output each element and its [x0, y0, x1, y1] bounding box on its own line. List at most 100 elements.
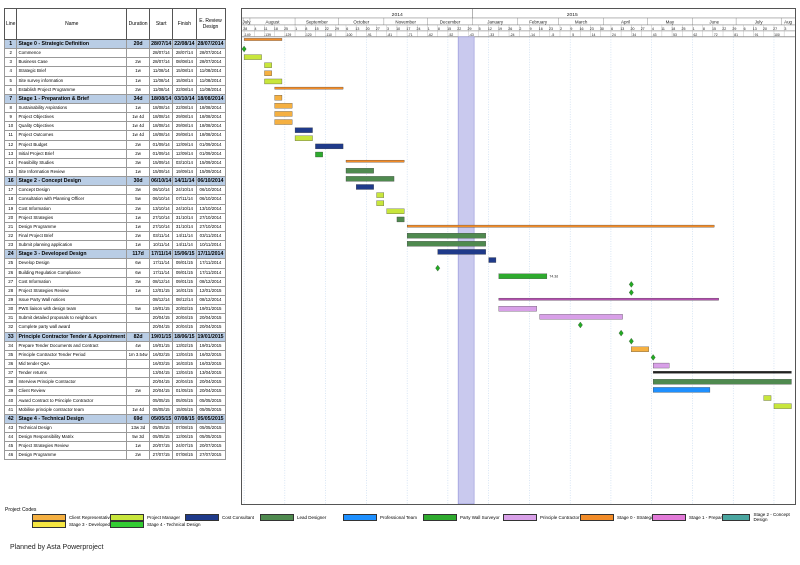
- day-tick-label: 29: [732, 27, 736, 31]
- cell-line: 21: [3, 221, 18, 232]
- task-row[interactable]: 23 Submit planning application 1w 10/11/14 1…: [3, 240, 226, 251]
- legend-item: Lead Designer: [260, 513, 326, 521]
- cell-finish: 12/09/14: [172, 148, 197, 159]
- cell-duration: 5w: [126, 194, 151, 205]
- task-row[interactable]: 14 Feasibility Studies 3w 15/09/14 03/10/14 1…: [3, 157, 226, 168]
- task-bar: [498, 306, 537, 312]
- task-row[interactable]: 13 Initial Project Brief 2w 01/09/14 12/09/1…: [3, 148, 226, 159]
- task-row[interactable]: 15 Site Information Review 1w 15/09/14 19/09…: [3, 166, 226, 178]
- column-header-review[interactable]: E. Review Design: [195, 8, 226, 40]
- cell-review: 10/11/2014: [195, 240, 226, 251]
- stage-row[interactable]: 24 Stage 3 - Developed Design 117d 17/11/14…: [3, 249, 226, 260]
- task-row[interactable]: 11 Project Outcomes 1w 4d 18/08/14 29/08/14 1…: [3, 130, 226, 141]
- task-row[interactable]: 30 PWS liaison with design team 5w 19/01/15…: [3, 304, 226, 315]
- task-row[interactable]: 12 Project Budget 2w 01/09/14 12/09/14 01/09/…: [3, 139, 226, 150]
- task-row[interactable]: 28 Project Strategies Review 1w 12/01/15 16/…: [3, 285, 226, 296]
- cell-line: 14: [3, 157, 18, 168]
- cell-review: 03/11/2014: [195, 230, 226, 242]
- cell-name: Develop Design: [16, 258, 128, 269]
- legend-swatch: [503, 513, 537, 521]
- column-header-start[interactable]: Start: [149, 8, 174, 40]
- day-tick-label: 3: [387, 27, 389, 31]
- cell-name: Stage 2 - Concept Design: [16, 176, 128, 187]
- task-bar: [345, 168, 374, 174]
- stage-row[interactable]: 1 Stage 0 - Strategic Definition 20d 28/07/…: [3, 38, 226, 50]
- task-row[interactable]: 21 Design Programme 1w 27/10/14 31/10/14 27/1…: [3, 221, 226, 232]
- cell-line: 39: [3, 386, 18, 397]
- cell-name: Building Regulation Compliance: [16, 267, 128, 278]
- task-row[interactable]: 5 Site survey information 1w 11/08/14 15/08/…: [3, 75, 226, 86]
- day-tick-label: 11: [264, 27, 268, 31]
- legend-item: Principle Contractor: [503, 513, 580, 521]
- cell-name: Cost Information: [16, 276, 128, 287]
- task-row[interactable]: 20 Project Strategies 1w 27/10/14 31/10/14 27…: [3, 212, 226, 223]
- month-label: November: [395, 19, 416, 24]
- column-header-finish[interactable]: Finish: [172, 8, 197, 40]
- task-row[interactable]: 22 Final Project Brief 2w 03/11/14 14/11/14 0…: [3, 230, 226, 242]
- legend-swatch: [110, 520, 144, 528]
- task-row[interactable]: 34 Prepare Tender Documents and Contract 4…: [3, 340, 226, 351]
- task-row[interactable]: 31 Submit detailed proposals to neighbour…: [3, 313, 226, 324]
- stage-row[interactable]: 42 Stage 4 - Technical Design 69d 05/05/15 0…: [3, 413, 226, 424]
- cell-line: 41: [3, 404, 18, 415]
- task-row[interactable]: 45 Project Strategies Review 1w 20/07/15 24/…: [3, 441, 226, 452]
- task-row[interactable]: 8 Sustainability Aspirations 1w 18/08/14 22/…: [3, 102, 226, 114]
- week-number-label: 62: [694, 33, 698, 37]
- task-bar: [264, 78, 283, 85]
- day-tick-label: 8: [703, 27, 705, 31]
- column-header-line[interactable]: Line: [3, 8, 18, 40]
- task-row[interactable]: 32 Complete party wall award 20/04/15 20/04…: [3, 322, 226, 333]
- cell-duration: 1m 3.54w: [126, 349, 151, 360]
- task-row[interactable]: 38 Interview Principle Contractor 20/04/15…: [3, 377, 226, 388]
- task-row[interactable]: 37 Tender returns 13/04/15 13/04/15 13/04/20…: [3, 368, 226, 379]
- day-tick-label: 22: [325, 27, 329, 31]
- cell-line: 40: [3, 395, 18, 406]
- stage-row[interactable]: 33 Principle Contractor Tender & Appointm…: [3, 331, 226, 342]
- cell-name: Project Budget: [16, 139, 128, 150]
- task-row[interactable]: 2 Commence 28/07/14 28/07/14 28/07/2014: [3, 48, 226, 59]
- task-row[interactable]: 4 Strategic Brief 1w 11/08/14 15/08/14 11/08/…: [3, 66, 226, 77]
- cell-line: 10: [3, 121, 18, 132]
- stage-row[interactable]: 16 Stage 2 - Concept Design 30d 06/10/14 14/…: [3, 176, 226, 187]
- cell-finish: 12/09/14: [172, 139, 197, 150]
- task-row[interactable]: 39 Client Review 2w 20/04/15 01/05/15 20/04/2…: [3, 386, 226, 397]
- task-bar: [264, 62, 272, 68]
- cell-line: 11: [3, 130, 18, 141]
- task-row[interactable]: 26 Building Regulation Compliance 6w 17/11/…: [3, 267, 226, 278]
- task-row[interactable]: 6 Establish Project Programme 2w 11/08/14 22…: [3, 84, 226, 95]
- cell-review: 12/01/2015: [195, 285, 226, 296]
- legend-item: Client Representative: [32, 513, 112, 521]
- task-row[interactable]: 40 Award Contract to Principle Contractor…: [3, 395, 226, 406]
- column-header-name[interactable]: Name: [16, 8, 128, 40]
- task-row[interactable]: 17 Concept Design 3w 06/10/14 24/10/14 06/10/…: [3, 185, 226, 196]
- cell-line: 25: [3, 258, 18, 269]
- task-row[interactable]: 3 Business Case 2w 28/07/14 08/08/14 28/07/20…: [3, 57, 226, 68]
- day-tick-label: 5: [479, 27, 481, 31]
- task-row[interactable]: 9 Project Objectives 1w 4d 18/08/14 29/08/14…: [3, 112, 226, 123]
- task-row[interactable]: 19 Cost Information 2w 13/10/14 24/10/14 13/1…: [3, 203, 226, 214]
- task-row[interactable]: 44 Design Responsibility Matrix 5w 3d 05/05…: [3, 432, 226, 443]
- task-row[interactable]: 27 Cost Information 3w 08/12/14 09/01/15 08/1…: [3, 276, 226, 287]
- cell-start: 20/07/15: [149, 441, 174, 452]
- cell-finish: 19/09/14: [172, 166, 197, 178]
- task-row[interactable]: 35 Principle Contractor Tender Period 1m 3…: [3, 349, 226, 360]
- cell-finish: 15/08/14: [172, 75, 197, 86]
- day-tick-label: 29: [467, 27, 471, 31]
- cell-finish: 22/08/14: [172, 38, 197, 50]
- stage-row[interactable]: 7 Stage 1 - Preparation & Brief 34d 18/08/1…: [3, 93, 226, 104]
- task-bar: [652, 362, 670, 369]
- task-row[interactable]: 43 Technical Design 13w 3d 05/05/15 07/08/15…: [3, 422, 226, 434]
- task-row[interactable]: 29 Issue Party Wall notices 08/12/14 08/12/…: [3, 294, 226, 306]
- column-header-duration[interactable]: Duration: [126, 8, 151, 40]
- task-row[interactable]: 41 Mobilise principle contractor team 1w 4…: [3, 404, 226, 415]
- cell-line: 18: [3, 194, 18, 205]
- week-number-label: -129: [284, 33, 291, 37]
- task-row[interactable]: 46 Design Programme 2w 27/07/15 07/08/15 27/0…: [3, 450, 226, 461]
- task-row[interactable]: 25 Develop Design 6w 17/11/14 09/01/15 17/11/…: [3, 258, 226, 269]
- cell-name: Prepare Tender Documents and Contract: [16, 340, 128, 351]
- cell-review: 06/10/2014: [195, 194, 226, 205]
- task-row[interactable]: 18 Consultation with Planning Officer 5w 06…: [3, 194, 226, 205]
- task-row[interactable]: 10 Quality Objectives 1w 4d 18/08/14 29/08/1…: [3, 121, 226, 132]
- task-row[interactable]: 36 Mid tender Q&A 16/03/15 16/03/15 16/03/20…: [3, 358, 226, 370]
